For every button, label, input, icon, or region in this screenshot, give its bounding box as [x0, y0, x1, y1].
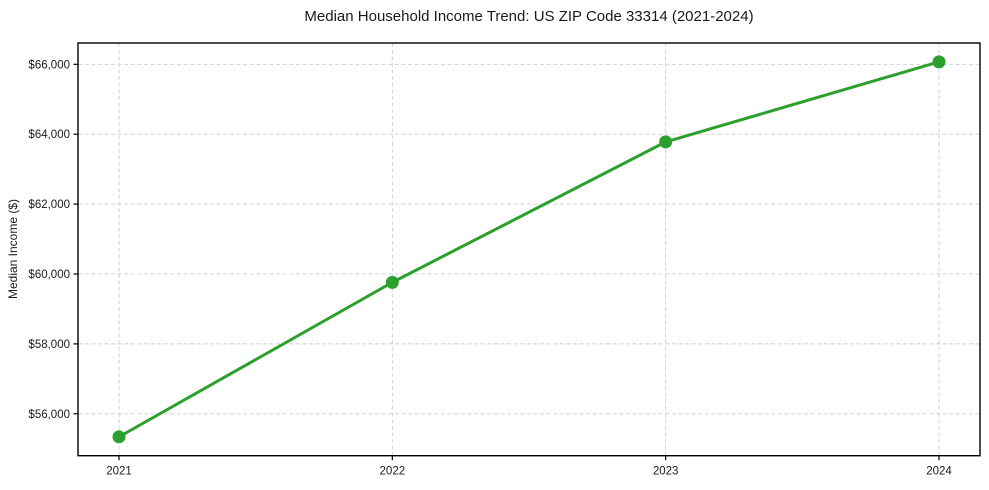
data-point-marker: [659, 135, 673, 149]
data-point-marker: [112, 430, 126, 444]
chart-title: Median Household Income Trend: US ZIP Co…: [304, 8, 753, 25]
x-tick-label: 2022: [380, 466, 406, 478]
data-point-marker: [932, 55, 946, 69]
x-tick-label: 2021: [106, 466, 132, 478]
y-tick-label: $60,000: [28, 269, 70, 281]
income-trend-line: [117, 60, 941, 439]
x-tick-label: 2023: [653, 466, 679, 478]
axes-layer: 2021 2022 2023 2024 $56,000 $58,000 $60,000 $62…: [28, 42, 981, 478]
plot-border: [77, 42, 981, 457]
data-point-marker: [385, 275, 399, 289]
y-tick-label: $58,000: [28, 339, 70, 351]
y-tick-label: $62,000: [28, 199, 70, 211]
y-axis-label: Median Income ($): [6, 199, 20, 299]
grid-layer: [78, 43, 980, 456]
x-tick-label: 2024: [926, 466, 952, 478]
y-tick-label: $66,000: [28, 59, 70, 71]
y-tick-label: $56,000: [28, 409, 70, 421]
series-layer: [112, 55, 946, 444]
y-tick-label: $64,000: [28, 129, 70, 141]
